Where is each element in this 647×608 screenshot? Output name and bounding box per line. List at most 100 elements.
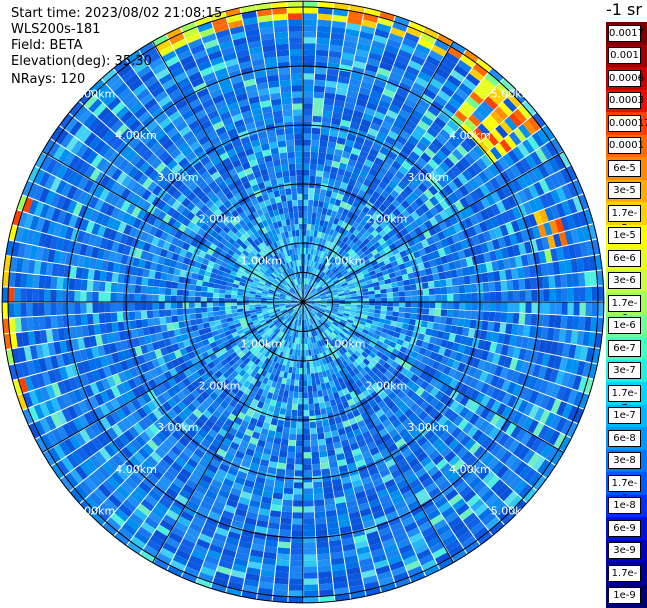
gate-cell <box>298 350 301 356</box>
gate-cell <box>304 440 311 446</box>
gate-cell <box>39 317 46 330</box>
gate-cell <box>314 92 325 99</box>
gate-cell <box>315 512 326 519</box>
gate-cell <box>304 452 312 458</box>
gate-cell <box>275 432 283 439</box>
gate-cell <box>75 279 82 290</box>
gate-cell <box>45 316 52 329</box>
gate-cell <box>459 294 465 302</box>
gate-cell <box>289 434 296 441</box>
gate-cell <box>207 307 213 312</box>
gate-cell <box>275 571 289 578</box>
gate-cell <box>86 303 92 314</box>
gate-cell <box>317 547 330 554</box>
gate-cell <box>274 583 288 590</box>
gate-cell <box>453 310 460 318</box>
gate-cell <box>153 295 159 302</box>
gate-cell <box>530 278 537 290</box>
gate-cell <box>305 260 307 266</box>
gate-cell <box>284 488 294 495</box>
gate-cell <box>324 165 332 172</box>
gate-cell <box>543 289 549 301</box>
gate-cell <box>309 188 315 194</box>
gate-cell <box>81 314 88 325</box>
gate-cell <box>129 303 135 312</box>
gate-cell <box>453 286 460 294</box>
gate-cell <box>141 303 147 311</box>
gate-cell <box>380 314 387 319</box>
gate-cell <box>99 281 106 291</box>
gate-cell <box>321 468 330 475</box>
gate-cell <box>190 319 197 326</box>
gate-cell <box>261 298 267 300</box>
gate-cell <box>38 289 44 302</box>
gate-cell <box>284 421 291 428</box>
gate-cell <box>277 554 290 561</box>
gate-cell <box>312 134 321 141</box>
gate-cell <box>555 289 561 302</box>
gate-cell <box>393 302 399 307</box>
gate-cell <box>93 314 100 325</box>
gate-cell <box>459 310 466 318</box>
gate-cell <box>318 158 326 165</box>
gate-cell <box>308 386 313 392</box>
gate-cell <box>296 362 300 368</box>
gate-cell <box>296 434 303 440</box>
gate-cell <box>427 275 434 282</box>
gate-cell <box>411 302 417 308</box>
gate-cell <box>94 270 101 281</box>
gate-cell <box>326 443 334 450</box>
gate-cell <box>304 530 316 536</box>
gate-cell <box>281 439 289 446</box>
gate-cell <box>153 287 160 295</box>
gate-cell <box>207 302 213 307</box>
gate-cell <box>422 315 429 322</box>
gate-cell <box>303 416 309 422</box>
gate-cell <box>316 176 323 183</box>
gate-cell <box>288 440 295 447</box>
gate-cell <box>386 311 393 316</box>
gate-cell <box>507 280 514 291</box>
gate-cell <box>303 398 308 404</box>
gate-cell <box>495 312 502 322</box>
gate-cell <box>219 306 225 310</box>
gate-cell <box>303 410 309 416</box>
gate-cell <box>397 317 404 323</box>
gate-cell <box>312 379 317 386</box>
gate-cell <box>310 428 317 435</box>
gate-cell <box>255 302 261 304</box>
gate-cell <box>543 302 549 314</box>
gate-cell <box>452 278 459 286</box>
gate-cell <box>87 314 94 325</box>
gate-cell <box>303 19 317 25</box>
gate-cell <box>568 302 574 315</box>
gate-cell <box>219 289 226 294</box>
gate-cell <box>304 500 314 506</box>
gate-cell <box>303 79 314 85</box>
gate-cell <box>315 409 321 416</box>
gate-cell <box>277 420 284 427</box>
gate-cell <box>105 282 112 292</box>
gate-cell <box>318 152 326 159</box>
gate-cell <box>543 315 550 327</box>
gate-cell <box>438 272 445 280</box>
gate-cell <box>214 284 221 289</box>
gate-cell <box>304 524 315 530</box>
gate-cell <box>276 560 289 567</box>
gate-cell <box>392 287 399 292</box>
gate-cell <box>297 410 303 416</box>
gate-cell <box>317 26 331 33</box>
gate-cell <box>159 303 165 310</box>
gate-cell <box>15 273 22 287</box>
gate-cell <box>459 302 465 310</box>
gate-cell <box>80 303 86 314</box>
gate-cell <box>295 380 299 386</box>
gate-cell <box>288 391 293 398</box>
gate-cell <box>483 302 489 311</box>
gate-cell <box>310 367 314 373</box>
gate-cell <box>50 303 56 315</box>
gate-cell <box>578 317 585 331</box>
gate-cell <box>202 281 209 287</box>
gate-cell <box>225 302 231 306</box>
gate-cell <box>74 291 80 302</box>
